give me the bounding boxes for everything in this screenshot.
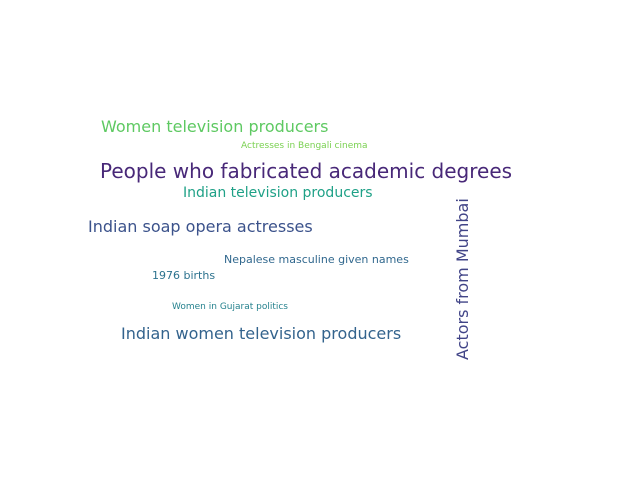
word-1976-births: 1976 births [152,269,216,282]
word-actors-from-mumbai: Actors from Mumbai [453,198,472,360]
word-nepalese-masculine-given-names: Nepalese masculine given names [224,253,409,266]
word-actresses-in-bengali-cinema: Actresses in Bengali cinema [241,141,368,151]
word-people-who-fabricated-academic-degrees: People who fabricated academic degrees [100,159,513,183]
word-indian-women-television-producers: Indian women television producers [121,324,402,343]
word-indian-soap-opera-actresses: Indian soap opera actresses [88,217,313,236]
word-women-television-producers: Women television producers [101,117,329,136]
word-indian-television-producers: Indian television producers [183,185,373,201]
word-women-in-gujarat-politics: Women in Gujarat politics [172,302,288,312]
